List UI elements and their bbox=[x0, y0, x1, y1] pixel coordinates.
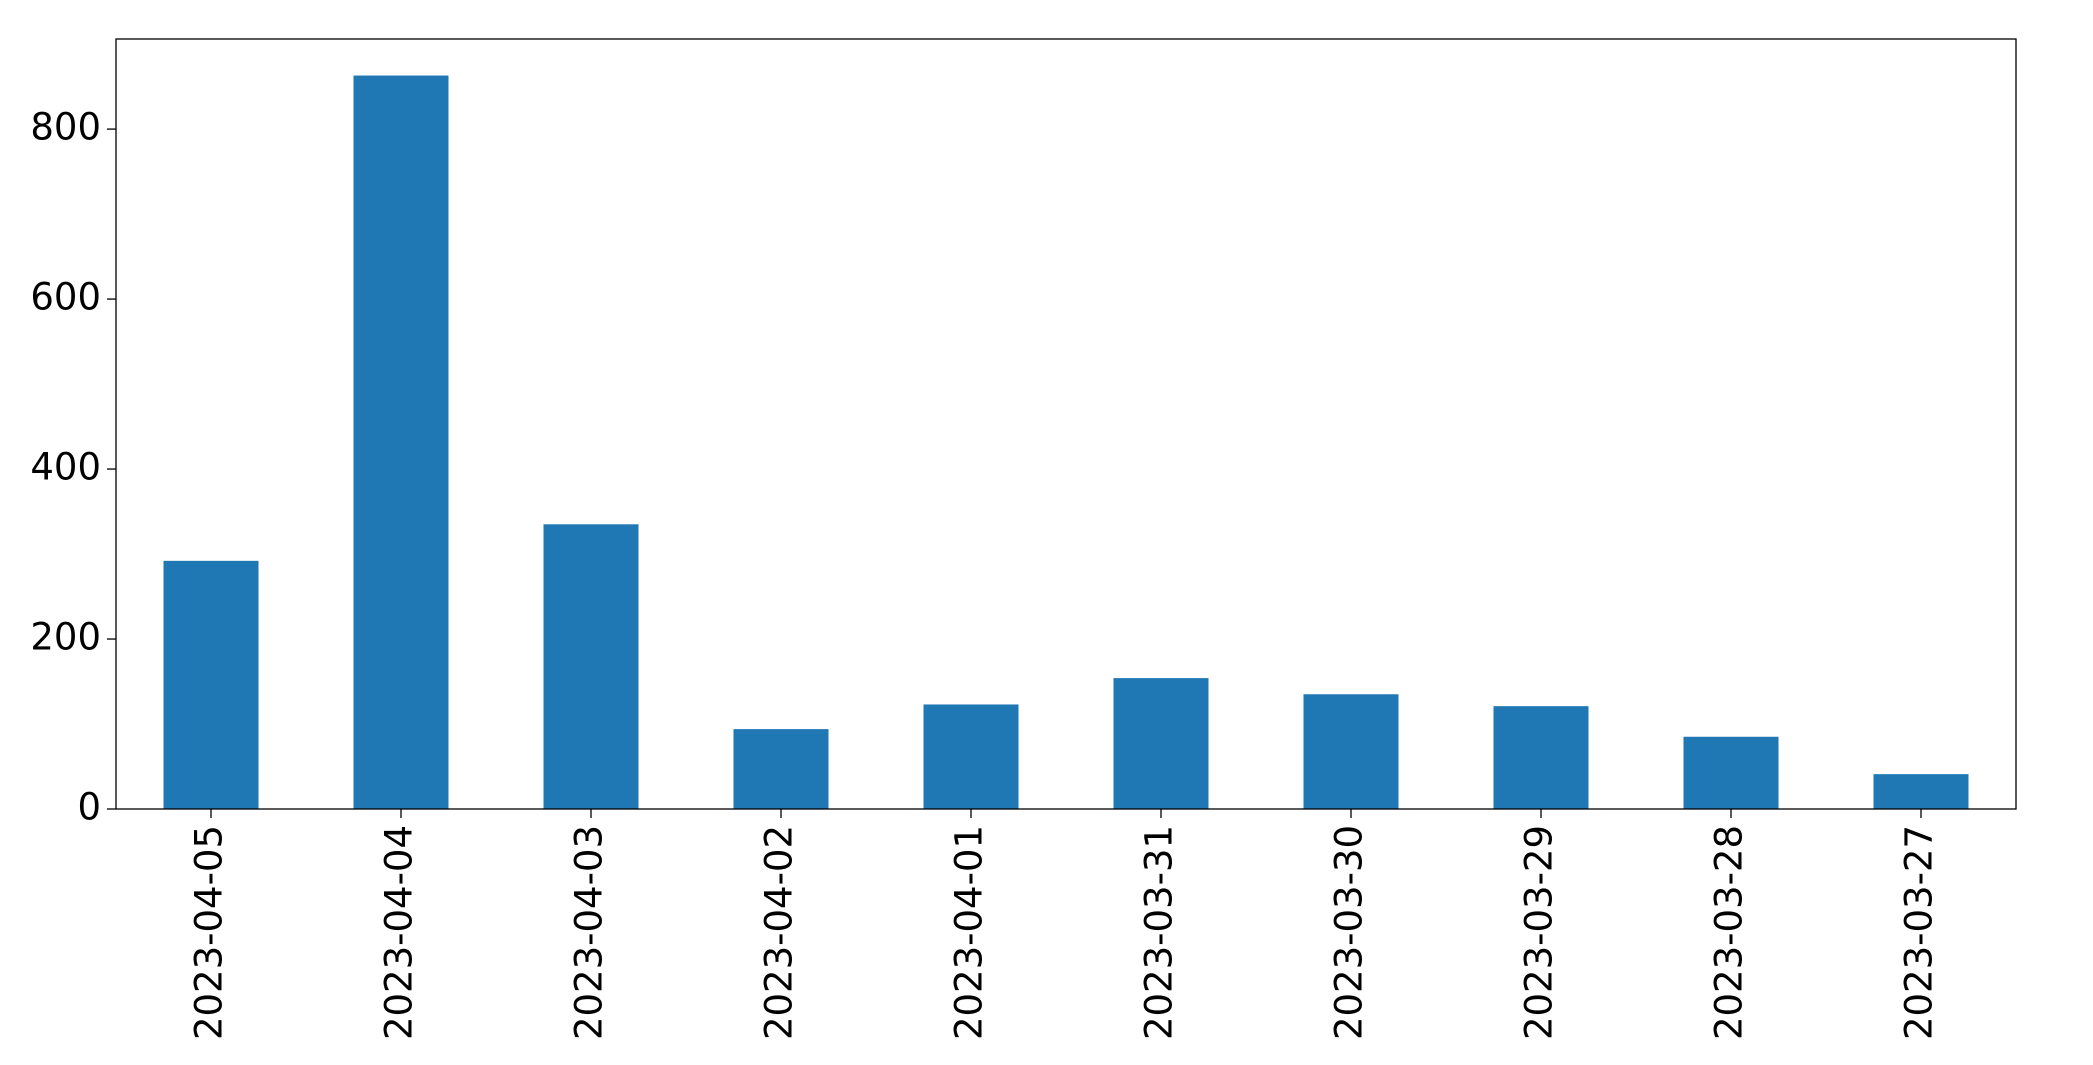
bar bbox=[1113, 678, 1209, 809]
bar bbox=[163, 560, 259, 809]
x-tick-label: 2023-03-28 bbox=[1708, 825, 1751, 1040]
bar bbox=[733, 729, 829, 809]
y-tick-label: 0 bbox=[77, 786, 101, 829]
bar bbox=[923, 704, 1019, 809]
bar bbox=[1303, 694, 1399, 809]
x-tick-label: 2023-04-03 bbox=[568, 825, 611, 1040]
plot-frame bbox=[115, 38, 2017, 810]
bar bbox=[353, 75, 449, 809]
x-tick-label: 2023-03-30 bbox=[1328, 825, 1371, 1040]
x-tick-label: 2023-04-01 bbox=[948, 825, 991, 1040]
y-tick-label: 400 bbox=[30, 446, 101, 489]
y-tick-label: 600 bbox=[30, 276, 101, 319]
x-tick-label: 2023-03-31 bbox=[1138, 825, 1181, 1040]
x-tick-label: 2023-04-04 bbox=[378, 825, 421, 1040]
x-tick-label: 2023-03-29 bbox=[1518, 825, 1561, 1040]
y-tick-label: 200 bbox=[30, 616, 101, 659]
bar bbox=[543, 524, 639, 809]
x-tick-label: 2023-04-05 bbox=[188, 825, 231, 1040]
x-tick-label: 2023-04-02 bbox=[758, 825, 801, 1040]
y-tick-label: 800 bbox=[30, 106, 101, 149]
bar bbox=[1873, 774, 1969, 809]
bar bbox=[1683, 736, 1779, 809]
bar bbox=[1493, 706, 1589, 809]
x-tick-label: 2023-03-27 bbox=[1898, 825, 1941, 1040]
